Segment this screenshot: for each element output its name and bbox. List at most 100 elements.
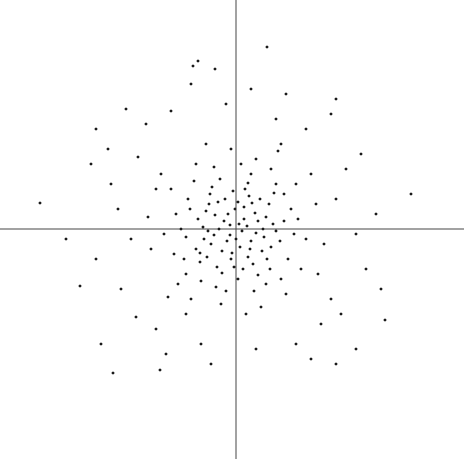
point: [184, 272, 188, 276]
point: [252, 289, 256, 293]
point: [209, 242, 213, 246]
point: [334, 197, 338, 201]
point: [374, 212, 378, 216]
point: [216, 200, 220, 204]
point: [267, 202, 271, 206]
point: [314, 202, 318, 206]
point: [254, 347, 258, 351]
point: [201, 225, 205, 229]
point: [256, 219, 260, 223]
point: [38, 201, 42, 205]
point: [189, 297, 193, 301]
point: [249, 87, 253, 91]
point: [194, 247, 198, 251]
point: [276, 149, 280, 153]
point: [269, 167, 273, 171]
point: [264, 282, 268, 286]
point: [242, 205, 246, 209]
point: [254, 157, 258, 161]
point: [274, 182, 278, 186]
point: [210, 185, 214, 189]
point: [154, 327, 158, 331]
point: [136, 155, 140, 159]
point: [243, 187, 247, 191]
point: [205, 255, 209, 259]
point: [106, 147, 110, 151]
point: [238, 245, 242, 249]
point: [279, 277, 283, 281]
point: [179, 227, 183, 231]
point: [186, 197, 190, 201]
point: [158, 368, 162, 372]
points: [38, 45, 413, 375]
point: [253, 211, 257, 215]
point: [264, 215, 268, 219]
point: [339, 312, 343, 316]
point: [225, 239, 229, 243]
point: [172, 252, 176, 256]
point: [274, 229, 278, 233]
point: [166, 295, 170, 299]
point: [248, 247, 252, 251]
point: [78, 284, 82, 288]
point: [176, 282, 180, 286]
point: [286, 257, 290, 261]
point: [304, 237, 308, 241]
point: [322, 242, 326, 246]
point: [242, 217, 246, 221]
point: [189, 82, 193, 86]
point: [246, 255, 250, 259]
point: [231, 189, 235, 193]
point: [379, 287, 383, 291]
point: [294, 182, 298, 186]
point: [199, 279, 203, 283]
point: [265, 257, 269, 261]
point: [260, 249, 264, 253]
point: [215, 265, 219, 269]
point: [279, 142, 283, 146]
point: [241, 267, 245, 271]
point: [262, 235, 266, 239]
point: [89, 162, 93, 166]
point: [99, 342, 103, 346]
point: [223, 197, 227, 201]
point: [214, 285, 218, 289]
point: [208, 192, 212, 196]
point: [199, 342, 203, 346]
point: [354, 347, 358, 351]
point: [239, 162, 243, 166]
point: [226, 212, 230, 216]
point: [194, 162, 198, 166]
point: [196, 217, 200, 221]
point: [316, 272, 320, 276]
point: [204, 209, 208, 213]
point: [359, 152, 363, 156]
point: [202, 237, 206, 241]
point: [206, 229, 210, 233]
point: [240, 229, 244, 233]
point: [247, 194, 251, 198]
point: [344, 167, 348, 171]
point: [259, 305, 263, 309]
point: [309, 357, 313, 361]
point: [292, 232, 296, 236]
point: [94, 127, 98, 131]
point: [212, 165, 216, 169]
point: [169, 187, 173, 191]
point: [228, 223, 232, 227]
point: [149, 247, 153, 251]
point: [218, 177, 222, 181]
point: [383, 318, 387, 322]
point: [299, 267, 303, 271]
point: [251, 262, 255, 266]
point: [354, 232, 358, 236]
point: [111, 371, 115, 375]
point: [213, 67, 217, 71]
point: [244, 312, 248, 316]
point: [274, 117, 278, 121]
point: [284, 92, 288, 96]
point: [217, 227, 221, 231]
point: [271, 222, 275, 226]
